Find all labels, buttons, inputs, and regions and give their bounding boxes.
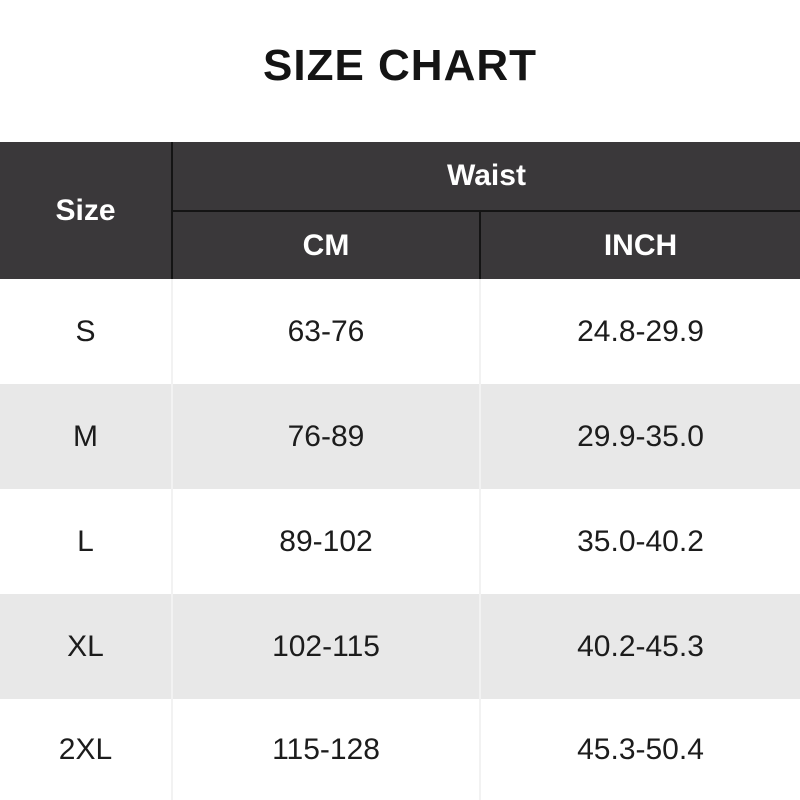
cell-cm: 102-115 [172, 594, 481, 699]
page-header: SIZE CHART [0, 0, 800, 142]
header-row-group: Size Waist [0, 142, 800, 279]
table-row: XL 102-115 40.2-45.3 [0, 594, 800, 699]
cell-cm: 115-128 [172, 699, 481, 800]
cell-size: M [0, 384, 173, 489]
cell-inch: 24.8-29.9 [577, 314, 704, 348]
col-header-inch: INCH [480, 211, 800, 279]
col-header-waist: Waist [172, 142, 800, 212]
cell-inch: 45.3-50.4 [577, 732, 704, 766]
cell-size: L [0, 489, 173, 594]
col-header-size: Size [0, 142, 173, 279]
table-row: L 89-102 35.0-40.2 [0, 489, 800, 594]
cell-cm: 89-102 [172, 489, 481, 594]
col-header-cm: CM [172, 211, 481, 279]
size-chart-table: Size Waist CM INCH S 63-76 24.8-29.9 M 7… [0, 142, 800, 800]
header-row-units: CM INCH [0, 211, 800, 279]
cell-cm: 76-89 [172, 384, 481, 489]
cell-size: S [0, 279, 173, 384]
table-row: 2XL 115-128 45.3-50.4 [0, 699, 800, 800]
cell-size: 2XL [0, 699, 173, 800]
cell-cm: 63-76 [172, 279, 481, 384]
cell-inch: 29.9-35.0 [577, 419, 704, 453]
cell-inch: 35.0-40.2 [577, 524, 704, 558]
cell-size: XL [0, 594, 173, 699]
table-row: M 76-89 29.9-35.0 [0, 384, 800, 489]
page-title: SIZE CHART [263, 41, 537, 90]
table-row: S 63-76 24.8-29.9 [0, 279, 800, 384]
cell-inch: 40.2-45.3 [577, 629, 704, 663]
